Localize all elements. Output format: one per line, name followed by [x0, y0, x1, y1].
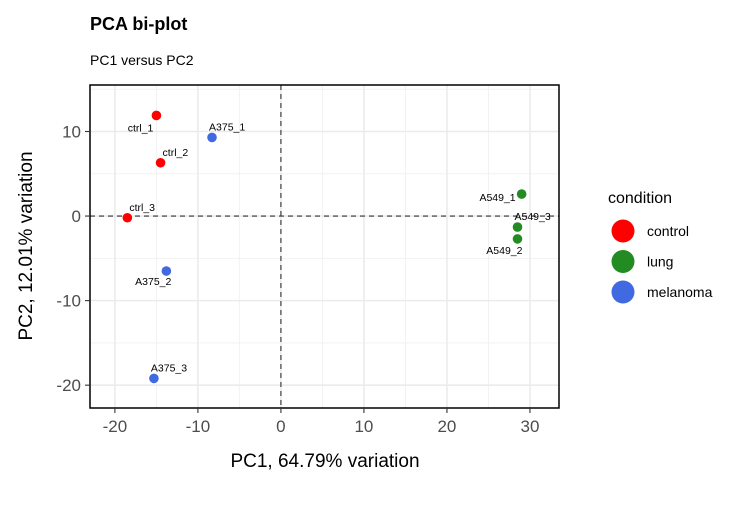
legend-key-melanoma	[611, 280, 635, 304]
x-tick-label: 0	[276, 417, 285, 436]
data-point-a549_1	[516, 189, 527, 199]
data-point-ctrl_2	[155, 157, 166, 168]
legend-label-lung: lung	[647, 254, 673, 270]
legend: condition control lung melanoma	[608, 190, 713, 304]
point-label-a549_3: A549_3	[514, 211, 550, 223]
point-label-a549_2: A549_2	[486, 245, 522, 257]
x-tick-label: -20	[103, 417, 128, 436]
y-tick-label: -10	[56, 292, 81, 311]
data-point-ctrl_3	[122, 212, 133, 223]
chart-subtitle: PC1 versus PC2	[90, 52, 194, 68]
x-axis-title: PC1, 64.79% variation	[230, 451, 419, 472]
point-label-a549_1: A549_1	[479, 192, 515, 204]
x-tick-label: 10	[354, 417, 373, 436]
data-point-a549_3	[512, 222, 523, 232]
y-axis-title: PC2, 12.01% variation	[16, 151, 37, 340]
data-point-a375_3	[149, 373, 159, 384]
point-label-ctrl_1: ctrl_1	[128, 122, 154, 134]
legend-key-lung	[611, 250, 635, 273]
y-tick-label: -20	[56, 376, 81, 395]
data-point-a375_2	[161, 266, 172, 276]
legend-label-control: control	[647, 223, 689, 239]
x-tick-label: 20	[437, 417, 456, 436]
data-point-a375_1	[207, 132, 217, 143]
point-label-a375_3: A375_3	[151, 362, 187, 374]
legend-key-control	[611, 219, 635, 243]
legend-label-melanoma: melanoma	[647, 284, 713, 300]
point-label-a375_1: A375_1	[209, 121, 245, 133]
x-tick-label: 30	[520, 417, 539, 436]
y-tick-label: 10	[62, 123, 81, 142]
y-tick-label: 0	[72, 207, 81, 226]
point-label-ctrl_3: ctrl_3	[129, 202, 155, 214]
legend-title: condition	[608, 190, 672, 207]
data-point-a549_2	[512, 234, 523, 244]
plot-panel-border	[89, 84, 560, 409]
chart-title: PCA bi-plot	[90, 14, 187, 34]
point-label-a375_2: A375_2	[135, 276, 171, 288]
x-tick-label: -10	[186, 417, 211, 436]
point-label-ctrl_2: ctrl_2	[163, 147, 189, 159]
data-point-ctrl_1	[151, 110, 162, 121]
